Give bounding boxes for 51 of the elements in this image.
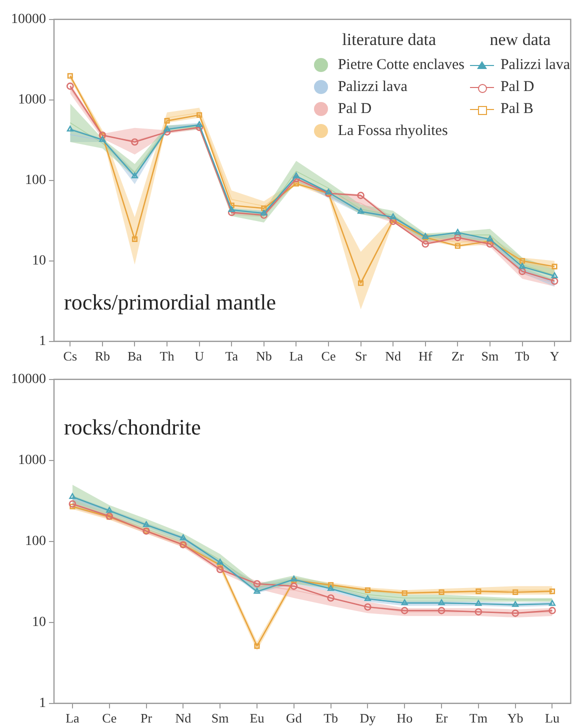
- x-tick-label: Y: [550, 348, 560, 364]
- y-tick-label: 1000: [18, 92, 46, 108]
- x-tick-label: La: [289, 348, 304, 364]
- x-tick-label: Er: [435, 710, 448, 726]
- x-tick-label: Eu: [250, 710, 265, 726]
- y-tick-label: 10000: [11, 12, 46, 28]
- x-tick-label: Hf: [418, 348, 433, 364]
- y-tick-label: 10: [32, 254, 46, 269]
- legend-label: La Fossa rhyolites: [338, 122, 448, 140]
- x-tick-label: Cs: [63, 348, 78, 364]
- x-tick-label: Zr: [452, 348, 464, 364]
- x-tick-label: Dy: [360, 710, 376, 726]
- x-tick-label: Pr: [140, 710, 153, 726]
- x-tick-label: Nb: [256, 348, 272, 364]
- x-tick-label: Tb: [515, 348, 530, 364]
- legend-label: Palizzi lava: [500, 56, 570, 74]
- x-tick-label: Rb: [94, 348, 110, 364]
- legend-label: Pal B: [500, 100, 534, 118]
- x-tick-label: Nd: [175, 710, 192, 726]
- y-tick-label: 1: [39, 696, 46, 712]
- x-tick-label: Ho: [396, 710, 413, 726]
- x-tick-label: Sm: [211, 710, 229, 726]
- x-tick-label: La: [66, 710, 80, 726]
- y-tick-label: 1: [39, 334, 46, 350]
- x-tick-label: Tm: [469, 710, 488, 726]
- x-tick-label: Ba: [128, 348, 142, 364]
- legend-label: Pal D: [500, 78, 534, 96]
- x-tick-label: Nd: [385, 348, 402, 364]
- x-tick-label: Lu: [545, 710, 560, 726]
- x-tick-label: Sm: [481, 348, 499, 364]
- text: new data: [490, 30, 551, 49]
- x-tick-label: Th: [160, 348, 175, 364]
- y-tick-label: 10000: [11, 372, 46, 388]
- x-tick-label: Ce: [102, 710, 117, 726]
- x-tick-label: Gd: [286, 710, 302, 726]
- x-tick-label: Ce: [321, 348, 336, 364]
- x-tick-label: Tb: [324, 710, 338, 726]
- y-tick-label: 100: [25, 173, 46, 188]
- y-tick-label: 100: [25, 534, 46, 550]
- x-tick-label: Sr: [355, 348, 368, 364]
- text: literature data: [342, 30, 436, 49]
- annotation: rocks/primordial mantle: [64, 289, 276, 314]
- y-tick-label: 1000: [18, 453, 46, 468]
- x-tick-label: U: [194, 348, 205, 364]
- annotation: rocks/chondrite: [64, 414, 201, 440]
- x-tick-label: Yb: [507, 710, 524, 726]
- x-tick-label: Ta: [225, 348, 238, 364]
- legend-label: Pietre Cotte enclaves: [338, 56, 464, 74]
- legend-label: Pal D: [338, 100, 372, 118]
- legend-label: Palizzi lava: [338, 78, 408, 96]
- y-tick-label: 10: [32, 615, 46, 630]
